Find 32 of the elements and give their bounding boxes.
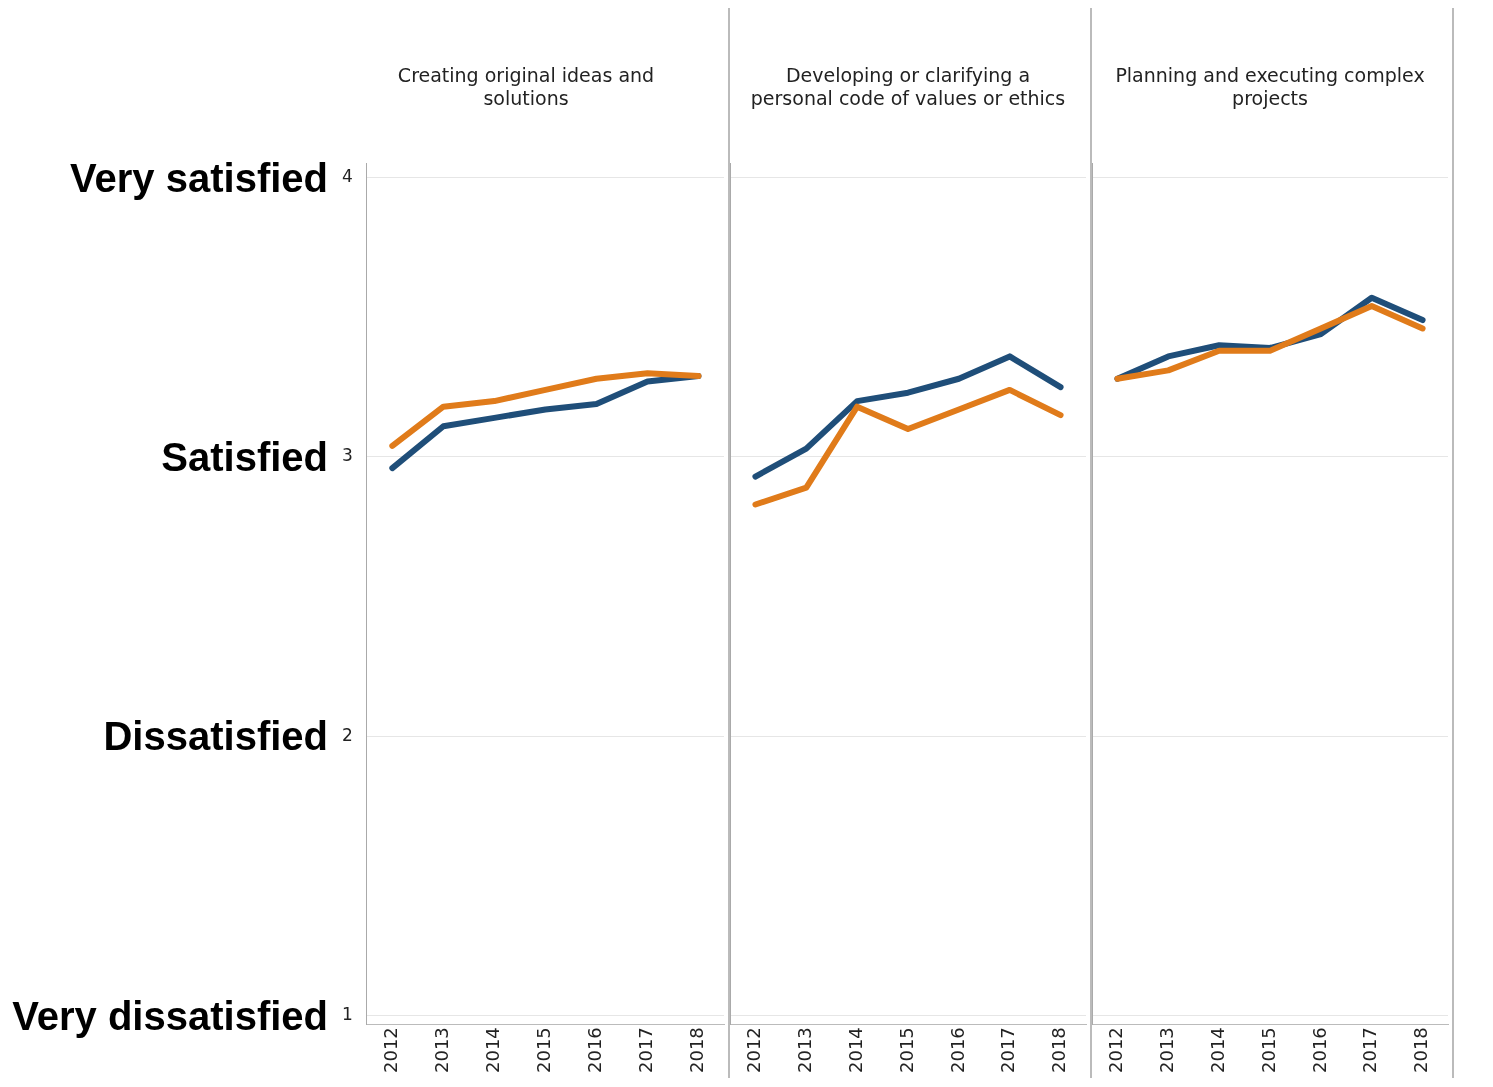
x-tick-label: 2012 [743,1027,765,1073]
text: Dissatisfied [103,713,328,759]
y-tick-label: 4 [341,165,353,186]
x-tick-label: 2013 [431,1027,453,1073]
y-tick-label: 3 [341,445,353,466]
text: Satisfied [161,434,328,480]
x-tick-label: 2015 [533,1027,555,1073]
x-tick-label: 2018 [1410,1027,1432,1073]
x-tick-label: 2017 [635,1027,657,1073]
text: Very satisfied [70,155,328,201]
x-tick-label: 2015 [895,1027,917,1073]
x-tick-label: 2017 [1359,1027,1381,1073]
y-tick-label: 1 [341,1004,353,1025]
x-tick-label: 2012 [1105,1027,1127,1073]
x-tick-label: 2014 [482,1027,504,1073]
x-tick-label: 2016 [1308,1027,1330,1073]
x-tick-label: 2018 [686,1027,708,1073]
x-tick-label: 2013 [1155,1027,1177,1073]
x-tick-label: 2016 [584,1027,606,1073]
text: Very dissatisfied [12,993,328,1039]
x-tick-label: 2014 [1206,1027,1228,1073]
x-tick-label: 2017 [997,1027,1019,1073]
x-tick-label: 2013 [793,1027,815,1073]
x-tick-label: 2016 [946,1027,968,1073]
x-tick-label: 2015 [1257,1027,1279,1073]
x-tick-label: 2014 [844,1027,866,1073]
x-tick-label: 2012 [380,1027,401,1073]
chart-title: Developing or clarifying a personal code of values or ethics [750,64,1066,110]
y-tick-label: 2 [341,724,353,745]
chart-title: Planning and executing complex projects [1115,64,1425,110]
x-tick-label: 2018 [1048,1027,1070,1073]
chart-title: Creating original ideas and solutions [397,64,655,110]
